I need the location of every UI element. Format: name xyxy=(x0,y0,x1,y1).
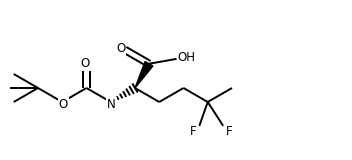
Polygon shape xyxy=(135,61,153,88)
Text: O: O xyxy=(81,57,90,70)
Text: N: N xyxy=(107,97,116,111)
Text: O: O xyxy=(116,42,125,55)
Text: F: F xyxy=(190,125,197,138)
Text: OH: OH xyxy=(177,51,196,64)
Text: O: O xyxy=(59,97,68,111)
Text: F: F xyxy=(226,125,232,138)
